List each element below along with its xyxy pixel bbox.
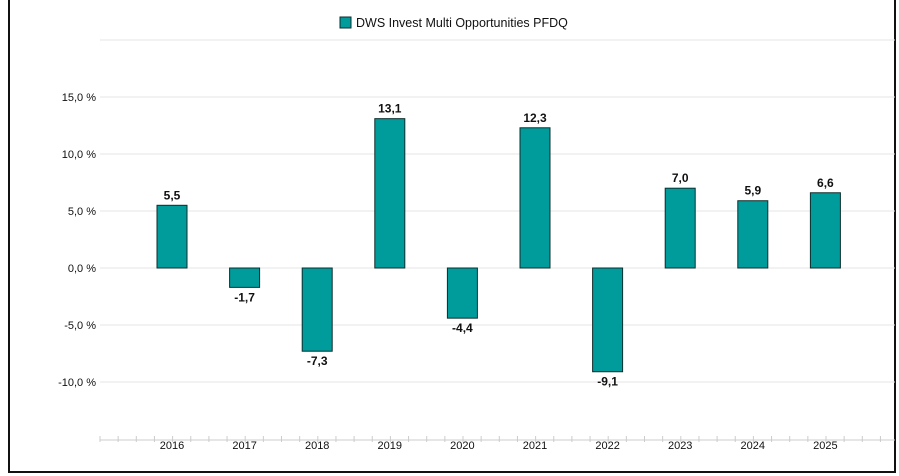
y-tick-label: 10,0 % [62,149,96,161]
data-label: 13,1 [378,102,402,116]
x-tick-label: 2018 [305,440,329,452]
bar [301,267,333,352]
data-label: 5,9 [744,184,761,198]
y-tick-label: 0,0 % [68,263,96,275]
data-label: 12,3 [523,111,547,125]
data-label: -1,7 [234,290,255,304]
data-label: 6,6 [817,176,834,190]
bar [446,267,478,319]
data-label: 5,5 [164,188,181,202]
x-tick-label: 2021 [523,440,547,452]
y-tick-label: 5,0 % [68,206,96,218]
bar [592,267,624,373]
x-tick-label: 2022 [595,440,619,452]
data-label: -9,1 [597,375,618,389]
bar [374,118,406,269]
bar [809,192,841,269]
legend-swatch [339,16,352,29]
y-tick-label: -10,0 % [58,377,96,389]
x-tick-label: 2020 [450,440,474,452]
data-label: -7,3 [307,354,328,368]
x-tick-label: 2024 [741,440,765,452]
bar [229,267,261,288]
legend-label: DWS Invest Multi Opportunities PFDQ [356,16,568,30]
x-tick-label: 2023 [668,440,692,452]
x-tick-label: 2017 [232,440,256,452]
bar [664,187,696,269]
y-tick-label: -5,0 % [64,320,96,332]
y-tick-label: 15,0 % [62,92,96,104]
x-tick-label: 2025 [813,440,837,452]
bar [519,127,551,269]
data-label: -4,4 [452,321,473,335]
bar [737,200,769,269]
data-label: 7,0 [672,171,689,185]
x-tick-label: 2019 [378,440,402,452]
bar [156,204,188,269]
x-tick-label: 2016 [160,440,184,452]
